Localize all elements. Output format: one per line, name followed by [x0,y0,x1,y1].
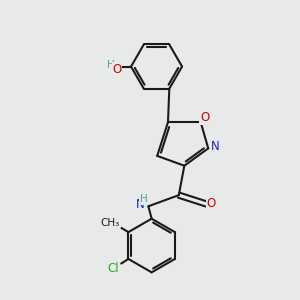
Text: O: O [200,111,209,124]
Text: CH₃: CH₃ [101,218,120,228]
Text: Cl: Cl [108,262,119,275]
Text: H: H [140,194,148,204]
Text: O: O [207,197,216,211]
Text: N: N [211,140,220,153]
Text: H: H [107,60,115,70]
Text: O: O [112,63,122,76]
Text: N: N [136,198,145,211]
